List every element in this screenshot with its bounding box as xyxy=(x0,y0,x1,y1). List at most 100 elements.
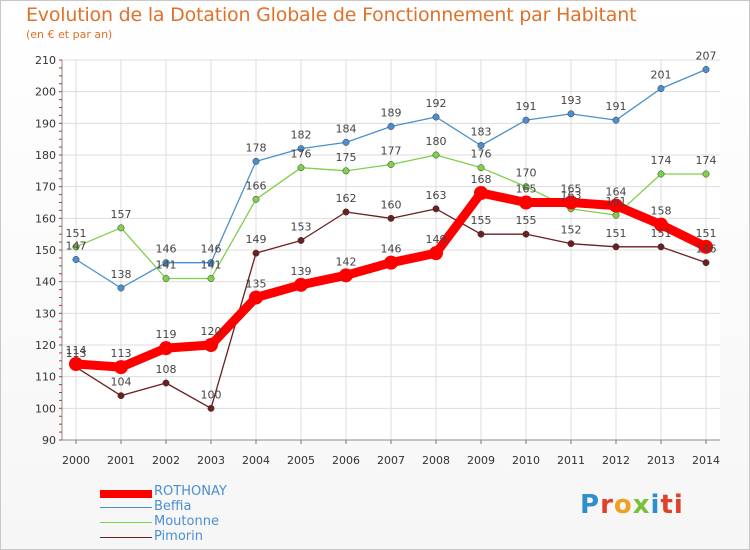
data-label-moutonne: 157 xyxy=(111,208,132,221)
data-point-beffia xyxy=(72,256,80,263)
data-point-rothonay xyxy=(609,198,623,213)
y-tick-label: 170 xyxy=(35,181,56,194)
data-label-rothonay: 113 xyxy=(111,347,132,360)
data-point-moutonne xyxy=(657,170,665,178)
y-tick-label: 110 xyxy=(35,371,56,384)
data-label-pimorin: 108 xyxy=(156,363,177,376)
proxiti-logo: Proxiti xyxy=(580,490,684,520)
data-label-beffia: 146 xyxy=(156,243,177,256)
data-label-rothonay: 168 xyxy=(471,173,492,186)
data-point-moutonne xyxy=(522,183,530,191)
data-point-beffia xyxy=(207,259,215,267)
data-label-rothonay: 135 xyxy=(246,278,267,291)
data-point-moutonne xyxy=(207,275,215,282)
x-tick-label: 2005 xyxy=(287,454,315,467)
data-label-rothonay: 139 xyxy=(291,265,312,278)
data-label-beffia: 182 xyxy=(291,129,312,142)
legend-swatch-rothonay xyxy=(100,490,152,498)
data-label-pimorin: 151 xyxy=(606,227,627,240)
logo-letter: r xyxy=(600,490,614,520)
x-tick-label: 2003 xyxy=(197,454,225,467)
y-tick-label: 100 xyxy=(35,402,56,415)
data-label-pimorin: 152 xyxy=(561,224,582,237)
x-tick-label: 2000 xyxy=(62,454,90,467)
legend-label-beffia: Beffia xyxy=(154,499,192,514)
data-point-pimorin xyxy=(567,240,575,248)
data-point-beffia xyxy=(162,259,170,267)
data-label-moutonne: 141 xyxy=(156,259,177,272)
data-label-pimorin: 162 xyxy=(336,192,357,205)
data-label-pimorin: 151 xyxy=(651,227,672,240)
legend-label-pimorin: Pimorin xyxy=(154,529,203,544)
logo-letter: x xyxy=(632,490,651,520)
x-tick-label: 2013 xyxy=(647,454,675,467)
data-point-moutonne xyxy=(387,161,395,168)
data-label-moutonne: 177 xyxy=(381,145,402,158)
data-label-rothonay: 158 xyxy=(651,205,672,218)
data-label-beffia: 189 xyxy=(381,107,402,120)
data-point-moutonne xyxy=(432,151,440,159)
data-label-moutonne: 174 xyxy=(696,154,717,167)
data-label-beffia: 207 xyxy=(696,50,717,63)
data-point-rothonay xyxy=(384,255,398,270)
data-label-pimorin: 146 xyxy=(696,243,717,256)
data-point-beffia xyxy=(387,123,395,130)
data-label-beffia: 183 xyxy=(471,126,492,139)
data-point-pimorin xyxy=(162,379,170,387)
legend-swatch-beffia xyxy=(100,507,152,508)
y-tick-label: 120 xyxy=(35,339,56,352)
legend-label-moutonne: Moutonne xyxy=(154,514,219,529)
data-label-moutonne: 180 xyxy=(426,135,447,148)
data-label-moutonne: 175 xyxy=(336,151,357,164)
data-label-beffia: 146 xyxy=(201,243,222,256)
data-label-pimorin: 155 xyxy=(516,214,537,227)
data-point-moutonne xyxy=(162,275,170,282)
data-point-rothonay xyxy=(429,246,443,261)
data-label-moutonne: 163 xyxy=(561,189,582,202)
y-tick-label: 150 xyxy=(35,244,56,257)
data-point-moutonne xyxy=(72,243,80,251)
data-label-moutonne: 176 xyxy=(471,148,492,161)
data-point-moutonne xyxy=(702,170,710,178)
y-tick-label: 190 xyxy=(35,117,56,130)
data-label-pimorin: 160 xyxy=(381,198,402,211)
y-tick-label: 200 xyxy=(35,86,56,99)
data-point-rothonay xyxy=(114,360,128,375)
data-label-beffia: 201 xyxy=(651,69,672,82)
x-tick-label: 2009 xyxy=(467,454,495,467)
data-label-rothonay: 114 xyxy=(66,344,87,357)
data-label-beffia: 184 xyxy=(336,122,357,135)
data-point-beffia xyxy=(612,116,620,124)
data-point-rothonay xyxy=(204,338,218,352)
data-label-beffia: 138 xyxy=(111,268,132,281)
data-label-moutonne: 141 xyxy=(201,259,222,272)
data-label-beffia: 192 xyxy=(426,97,447,110)
data-label-rothonay: 164 xyxy=(606,186,627,199)
logo-letter: P xyxy=(580,490,601,520)
x-tick-label: 2007 xyxy=(377,454,405,467)
data-label-pimorin: 113 xyxy=(66,347,87,360)
x-tick-label: 2008 xyxy=(422,454,450,467)
data-point-rothonay xyxy=(294,277,308,292)
data-label-moutonne: 176 xyxy=(291,148,312,161)
data-label-beffia: 193 xyxy=(561,94,582,107)
data-point-pimorin xyxy=(657,243,665,251)
data-label-rothonay: 146 xyxy=(381,243,402,256)
data-point-moutonne xyxy=(612,211,620,219)
data-point-beffia xyxy=(702,66,710,73)
data-point-beffia xyxy=(432,113,440,121)
data-point-rothonay xyxy=(474,186,488,200)
data-point-moutonne xyxy=(297,164,305,172)
logo-letter: i xyxy=(650,490,661,520)
data-label-pimorin: 153 xyxy=(291,221,312,234)
data-label-moutonne: 151 xyxy=(66,227,87,240)
data-label-moutonne: 174 xyxy=(651,154,672,167)
data-point-moutonne xyxy=(477,164,485,172)
data-label-rothonay: 151 xyxy=(696,227,717,240)
y-tick-label: 130 xyxy=(35,307,56,320)
data-point-rothonay xyxy=(519,195,533,210)
data-label-beffia: 191 xyxy=(516,100,537,113)
data-label-pimorin: 163 xyxy=(426,189,447,202)
x-tick-label: 2011 xyxy=(557,454,585,467)
